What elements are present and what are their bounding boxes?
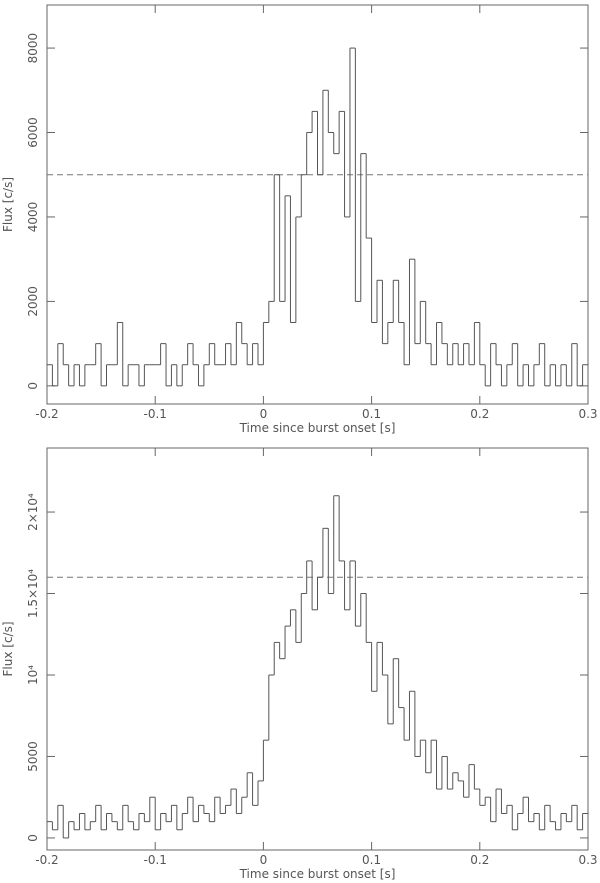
y-tick-label: 6000: [26, 117, 40, 148]
x-tick-label: 0.2: [470, 407, 489, 421]
x-tick-label: 0.3: [578, 853, 597, 867]
plot-frame: [46, 447, 589, 851]
x-tick-label: 0.3: [578, 407, 597, 421]
y-tick-label: 8000: [26, 33, 40, 64]
x-axis-label: Time since burst onset [s]: [239, 867, 396, 881]
x-tick-label: -0.1: [143, 853, 166, 867]
y-axis-label: Flux [c/s]: [1, 177, 15, 232]
y-tick-label: 1.5×10⁴: [26, 569, 40, 618]
x-tick-label: -0.2: [35, 853, 58, 867]
y-tick-label: 0: [26, 382, 40, 390]
x-tick-label: -0.1: [143, 407, 166, 421]
x-tick-label: 0: [260, 407, 268, 421]
y-tick-label: 2000: [26, 286, 40, 317]
x-tick-label: 0.1: [362, 853, 381, 867]
plot-frame: [46, 4, 589, 405]
y-tick-label: 2×10⁴: [26, 493, 40, 531]
x-tick-label: 0.1: [362, 407, 381, 421]
x-tick-label: 0.2: [470, 853, 489, 867]
y-tick-label: 0: [26, 834, 40, 842]
y-tick-label: 5000: [26, 741, 40, 772]
x-axis-label: Time since burst onset [s]: [239, 421, 396, 435]
x-tick-label: -0.2: [35, 407, 58, 421]
y-tick-label: 10⁴: [26, 665, 40, 685]
x-tick-label: 0: [260, 853, 268, 867]
y-axis-label: Flux [c/s]: [1, 621, 15, 676]
y-tick-label: 4000: [26, 202, 40, 233]
